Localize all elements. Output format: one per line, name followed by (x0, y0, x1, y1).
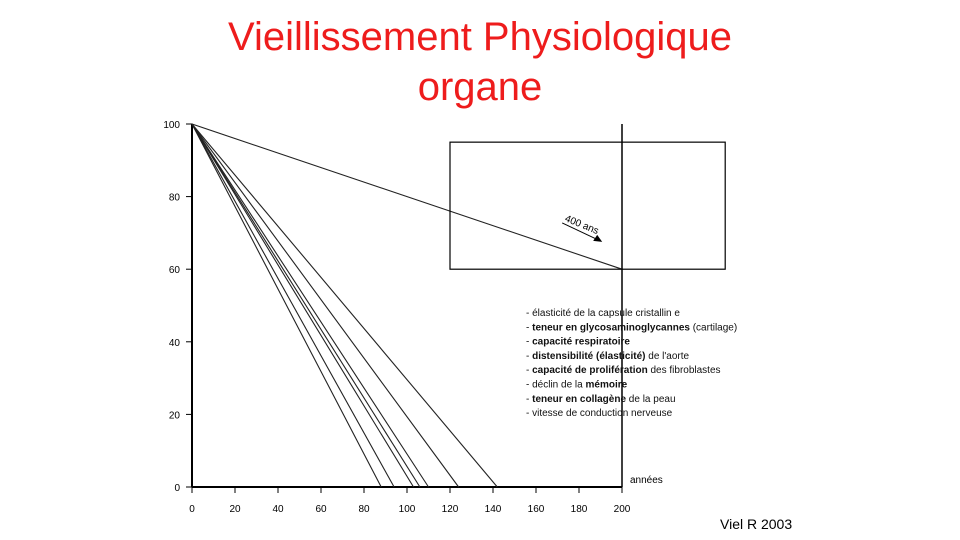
title-line-2: organe (417, 65, 543, 109)
legend-entry-2: - teneur en glycosaminoglycannes (cartil… (526, 322, 737, 333)
y-tick-label: 60 (169, 265, 181, 276)
legend-entry-3: - capacité respiratoire (526, 337, 630, 348)
x-tick-label: 100 (399, 504, 416, 515)
x-tick-label: 20 (229, 504, 241, 515)
y-tick-label: 80 (169, 193, 181, 204)
legend-prefix: - (526, 308, 532, 319)
series-line-1 (191, 123, 382, 488)
legend-prefix: - (526, 408, 532, 419)
x-tick-label: 120 (442, 504, 459, 515)
y-tick-label: 40 (169, 338, 181, 349)
legend-bold-text: teneur en collagène (532, 394, 626, 405)
legend-text: (cartilage) (690, 322, 737, 333)
legend-bold-text: teneur en glycosaminoglycannes (532, 322, 690, 333)
chart-inset: 400 ans (449, 141, 726, 270)
legend-text: des fibroblastes (648, 365, 721, 376)
x-tick-label: 140 (485, 504, 502, 515)
legend-entry-1: - élasticité de la capsule cristallin e (526, 308, 680, 319)
legend-entry-4: - distensibilité (élasticité) de l'aorte (526, 351, 690, 362)
annotation-label: 400 ans (563, 213, 600, 237)
inset-box (449, 141, 726, 270)
x-tick-label: 80 (358, 504, 370, 515)
chart-legend: - élasticité de la capsule cristallin e-… (526, 308, 737, 419)
y-tick-label: 0 (174, 483, 180, 494)
legend-entry-5: - capacité de prolifération des fibrobla… (526, 365, 721, 376)
legend-text: de la peau (626, 394, 676, 405)
chart-axes: 0 20 40 60 80 100 120 140 160 180 200 0 20 40 60 80 100 a… (163, 120, 663, 515)
legend-text: vitesse de conduction nerveuse (532, 408, 673, 419)
annotation-arrow (561, 222, 599, 241)
legend-text: déclin de la (532, 380, 585, 391)
legend-prefix: - (526, 351, 532, 362)
legend-entry-8: - vitesse de conduction nerveuse (526, 408, 673, 419)
title-line-1: Vieillissement Physiologique (228, 15, 732, 59)
legend-text: élasticité de la capsule cristallin e (532, 308, 680, 319)
legend-prefix: - (526, 380, 532, 391)
legend-bold-text: capacité respiratoire (532, 337, 630, 348)
x-tick-label: 40 (272, 504, 284, 515)
series-line-3 (191, 123, 414, 488)
x-tick-label: 200 (614, 504, 631, 515)
x-tick-label: 160 (528, 504, 545, 515)
chart-series (191, 123, 623, 488)
legend-bold-text: distensibilité (élasticité) (532, 351, 645, 362)
series-line-5 (191, 123, 429, 488)
series-line-4 (191, 123, 421, 488)
legend-prefix: - (526, 322, 532, 333)
legend-prefix: - (526, 365, 532, 376)
legend-entry-7: - teneur en collagène de la peau (526, 394, 676, 405)
legend-text: de l'aorte (645, 351, 689, 362)
legend-entry-6: - déclin de la mémoire (526, 380, 628, 391)
slide-title: Vieillissement Physiologique organe (0, 12, 960, 112)
series-line-7 (191, 123, 498, 488)
series-line-6 (191, 123, 460, 488)
legend-prefix: - (526, 394, 532, 405)
legend-prefix: - (526, 337, 532, 348)
credit-label: Viel R 2003 (720, 516, 793, 532)
y-tick-label: 100 (163, 120, 180, 131)
x-tick-label: 0 (189, 504, 195, 515)
legend-bold-text: capacité de prolifération (532, 365, 648, 376)
x-tick-label: 60 (315, 504, 327, 515)
annotation-arrowhead (593, 234, 603, 242)
series-line-2 (191, 123, 395, 488)
x-tick-label: 180 (571, 504, 588, 515)
series-line-8 (191, 123, 623, 270)
y-tick-label: 20 (169, 410, 181, 421)
x-axis-label: années (630, 475, 663, 486)
legend-bold-text: mémoire (585, 380, 627, 391)
